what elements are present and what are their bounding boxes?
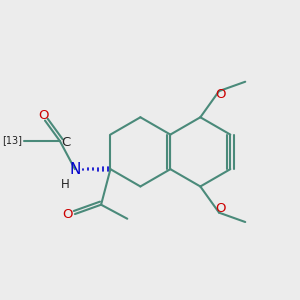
- Text: methoxy: methoxy: [249, 77, 295, 87]
- Text: O: O: [216, 202, 226, 215]
- Text: O: O: [38, 110, 48, 122]
- Text: [13]: [13]: [2, 135, 22, 145]
- Text: O: O: [62, 208, 73, 221]
- Text: H: H: [61, 178, 70, 190]
- Text: O: O: [216, 88, 226, 101]
- Text: N: N: [69, 162, 81, 177]
- Text: C: C: [61, 136, 70, 148]
